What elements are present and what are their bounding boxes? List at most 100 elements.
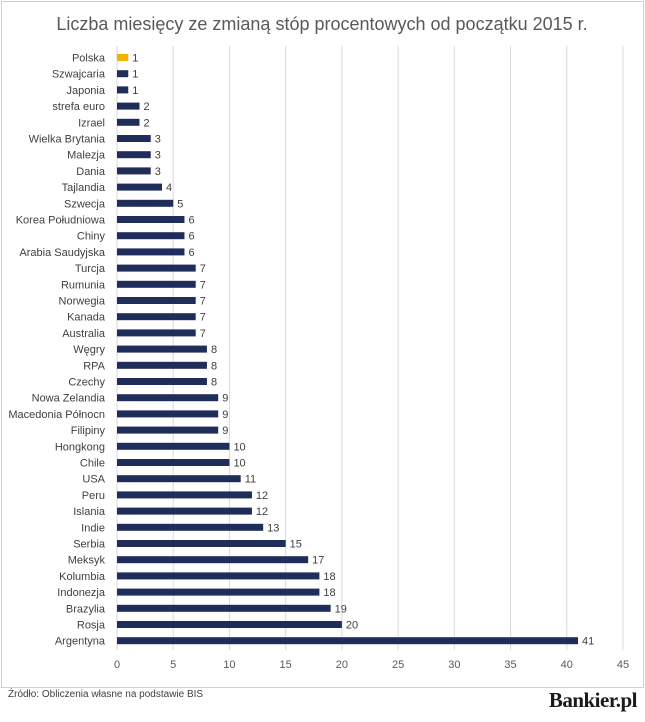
bankier-logo: Bankier.pl [548,688,638,712]
bar-0 [117,54,129,61]
value-label-9: 5 [177,198,183,210]
value-label-19: 8 [211,360,217,372]
bar-14 [117,280,196,288]
category-label-33: Indonezja [57,587,106,599]
bar-13 [117,264,196,272]
category-label-29: Indie [81,522,105,534]
category-label-7: Dania [76,166,106,178]
value-label-13: 7 [200,263,206,275]
category-label-23: Filipiny [71,425,106,437]
category-label-30: Serbia [73,539,106,551]
category-label-1: Szwajcaria [52,69,106,81]
category-label-18: Węgry [73,344,105,356]
category-label-13: Turcja [75,263,106,275]
bar-3 [117,102,140,110]
bar-6 [117,151,151,159]
category-label-21: Nowa Zelandia [32,393,106,405]
x-tick-label-10: 10 [223,659,235,671]
category-label-3: strefa euro [52,101,105,113]
category-label-28: Islania [73,506,106,518]
bar-28 [117,507,252,515]
bar-5 [117,135,151,142]
chart-title: Liczba miesięcy ze zmianą stóp procentow… [56,14,587,34]
value-label-30: 15 [290,539,302,551]
bar-33 [117,588,320,596]
category-label-8: Tajlandia [62,182,106,194]
category-label-26: USA [82,474,105,486]
category-label-22: Macedonia Północn [8,409,105,421]
bar-25 [117,459,230,466]
value-label-5: 3 [155,134,161,146]
category-label-4: Izrael [78,117,105,129]
value-label-11: 6 [188,231,194,243]
value-label-0: 1 [132,53,138,65]
bar-16 [117,313,196,321]
x-tick-label-5: 5 [170,659,176,671]
category-label-25: Chile [80,458,105,470]
category-label-9: Szwecja [64,198,106,210]
value-label-29: 13 [267,522,279,534]
value-label-15: 7 [200,296,206,308]
value-label-27: 12 [256,490,268,502]
value-label-20: 8 [211,377,217,389]
bar-10 [117,216,185,223]
bar-chart: Liczba miesięcy ze zmianą stóp procentow… [1,1,644,688]
bar-21 [117,394,219,402]
bar-35 [117,621,342,628]
bar-31 [117,556,309,564]
category-label-12: Arabia Saudyjska [19,247,105,259]
value-label-18: 8 [211,344,217,356]
bar-27 [117,491,252,499]
bar-32 [117,572,320,580]
category-label-20: Czechy [68,377,105,389]
bar-34 [117,604,331,612]
category-label-5: Wielka Brytania [29,134,106,146]
value-label-24: 10 [233,441,245,453]
chart-frame [1,1,644,688]
bar-2 [117,86,129,94]
x-tick-label-20: 20 [336,659,348,671]
value-label-17: 7 [200,328,206,340]
bar-1 [117,70,129,78]
source-note: Źródło: Obliczenia własne na podstawie B… [8,689,204,700]
category-label-0: Polska [72,53,106,65]
bar-11 [117,232,185,240]
value-label-28: 12 [256,506,268,518]
category-label-32: Kolumbia [59,571,106,583]
x-tick-label-45: 45 [617,659,629,671]
value-label-3: 2 [143,101,149,113]
category-label-2: Japonia [66,85,105,97]
bar-9 [117,199,174,207]
bar-22 [117,410,219,418]
bar-26 [117,475,241,483]
bar-29 [117,523,264,531]
value-label-22: 9 [222,409,228,421]
value-label-23: 9 [222,425,228,437]
value-label-26: 11 [245,474,256,486]
category-label-19: RPA [83,360,105,372]
bar-12 [117,248,185,256]
bar-4 [117,118,140,126]
value-label-35: 20 [346,620,358,632]
category-label-34: Brazylia [66,603,106,615]
category-label-6: Malezja [67,150,106,162]
bar-8 [117,183,162,191]
value-label-31: 17 [312,555,324,567]
value-label-12: 6 [188,247,194,259]
bar-19 [117,361,207,369]
value-label-6: 3 [155,150,161,162]
category-label-36: Argentyna [55,636,106,648]
category-label-24: Hongkong [55,441,105,453]
value-label-25: 10 [233,458,245,470]
x-tick-label-25: 25 [392,659,404,671]
bar-36 [117,637,579,645]
x-tick-label-15: 15 [280,659,292,671]
chart-container: Liczba miesięcy ze zmianą stóp procentow… [1,1,644,688]
value-label-4: 2 [143,117,149,129]
value-label-1: 1 [132,69,138,81]
value-label-8: 4 [166,182,172,194]
category-label-31: Meksyk [68,555,106,567]
bar-17 [117,329,196,337]
x-tick-label-30: 30 [448,659,460,671]
x-tick-label-40: 40 [561,659,573,671]
